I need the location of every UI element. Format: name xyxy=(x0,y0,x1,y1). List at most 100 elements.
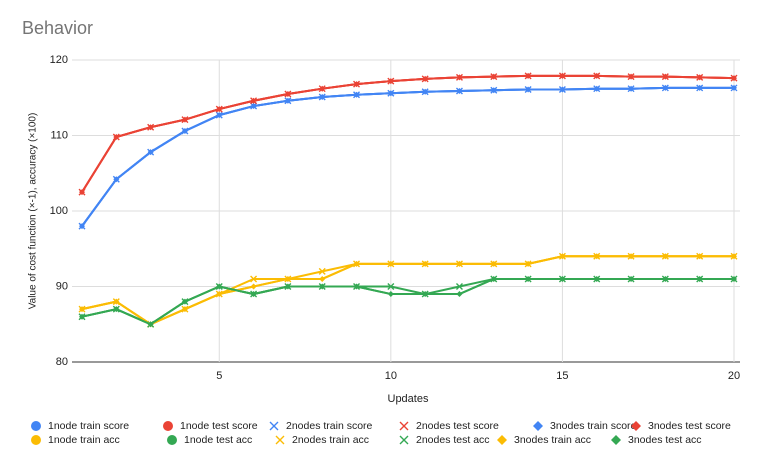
marker xyxy=(269,421,279,431)
legend-label: 3nodes test score xyxy=(648,420,731,432)
marker xyxy=(113,176,120,183)
marker xyxy=(490,260,497,267)
marker xyxy=(284,283,291,290)
marker xyxy=(399,435,409,445)
marker xyxy=(353,91,360,98)
marker xyxy=(662,84,669,91)
series xyxy=(79,253,737,328)
series xyxy=(79,275,737,328)
marker xyxy=(31,421,41,431)
marker xyxy=(490,73,497,80)
y-tick-label: 120 xyxy=(50,54,68,66)
marker xyxy=(631,421,641,431)
y-tick-label: 80 xyxy=(56,356,68,368)
marker xyxy=(387,283,395,290)
legend-label: 2nodes train score xyxy=(286,420,373,432)
marker xyxy=(284,90,291,97)
y-axis-label: Value of cost function (×-1), accuracy (… xyxy=(28,113,39,310)
marker xyxy=(559,253,566,260)
marker xyxy=(533,421,543,431)
marker xyxy=(731,75,737,82)
marker xyxy=(387,260,394,267)
line xyxy=(81,74,735,193)
legend-label: 2nodes test acc xyxy=(416,434,490,446)
marker xyxy=(250,97,257,104)
marker xyxy=(250,291,257,298)
marker xyxy=(147,149,154,156)
legend-label: 1node train acc xyxy=(48,434,120,446)
marker xyxy=(525,260,532,267)
marker xyxy=(113,134,120,141)
marker xyxy=(593,275,600,282)
marker xyxy=(113,298,120,305)
marker xyxy=(490,87,497,94)
marker xyxy=(318,267,326,275)
x-axis-label: Updates xyxy=(388,393,429,405)
marker xyxy=(422,291,429,298)
marker xyxy=(387,90,394,97)
marker xyxy=(456,291,463,298)
marker xyxy=(422,260,429,267)
marker xyxy=(79,189,85,196)
marker xyxy=(628,85,635,92)
marker xyxy=(216,291,223,298)
x-tick-label: 10 xyxy=(385,370,397,382)
marker xyxy=(422,75,429,82)
marker xyxy=(696,253,703,260)
marker xyxy=(79,313,85,320)
legend-label: 3nodes train score xyxy=(550,420,637,432)
line xyxy=(81,255,734,326)
marker xyxy=(662,253,669,260)
x-tick-label: 15 xyxy=(556,370,568,382)
marker xyxy=(319,283,326,290)
marker xyxy=(79,306,85,313)
marker xyxy=(456,74,463,81)
line xyxy=(81,86,734,227)
marker xyxy=(387,291,394,298)
legend-label: 2nodes test score xyxy=(416,420,499,432)
marker xyxy=(284,97,291,104)
marker xyxy=(319,85,326,92)
marker xyxy=(147,124,154,131)
y-tick-label: 100 xyxy=(50,205,68,217)
marker xyxy=(319,93,326,100)
series xyxy=(79,72,737,196)
marker xyxy=(353,260,360,267)
x-tick-label: 5 xyxy=(216,370,222,382)
marker xyxy=(167,435,177,445)
marker xyxy=(696,74,703,81)
marker xyxy=(163,421,173,431)
marker xyxy=(559,72,566,79)
marker xyxy=(181,116,188,123)
marker xyxy=(525,86,532,93)
marker xyxy=(147,321,154,328)
marker xyxy=(525,275,532,282)
legend-label: 3nodes train acc xyxy=(514,434,591,446)
y-tick-label: 110 xyxy=(50,129,68,141)
marker xyxy=(181,127,188,134)
marker xyxy=(696,275,703,282)
marker xyxy=(490,275,497,282)
legend-label: 3nodes test acc xyxy=(628,434,702,446)
marker xyxy=(79,223,85,230)
line xyxy=(81,277,734,326)
marker xyxy=(284,275,291,282)
marker xyxy=(181,298,188,305)
marker xyxy=(559,86,566,93)
marker xyxy=(696,84,703,91)
marker xyxy=(250,283,257,290)
marker xyxy=(250,275,258,283)
marker xyxy=(525,72,532,79)
legend-label: 1node test score xyxy=(180,420,258,432)
marker xyxy=(731,253,737,260)
marker xyxy=(275,435,285,445)
marker xyxy=(593,72,600,79)
marker xyxy=(353,283,360,290)
marker xyxy=(216,283,223,290)
marker xyxy=(497,435,507,445)
marker xyxy=(181,306,188,313)
marker xyxy=(593,85,600,92)
legend-label: 1node train score xyxy=(48,420,129,432)
